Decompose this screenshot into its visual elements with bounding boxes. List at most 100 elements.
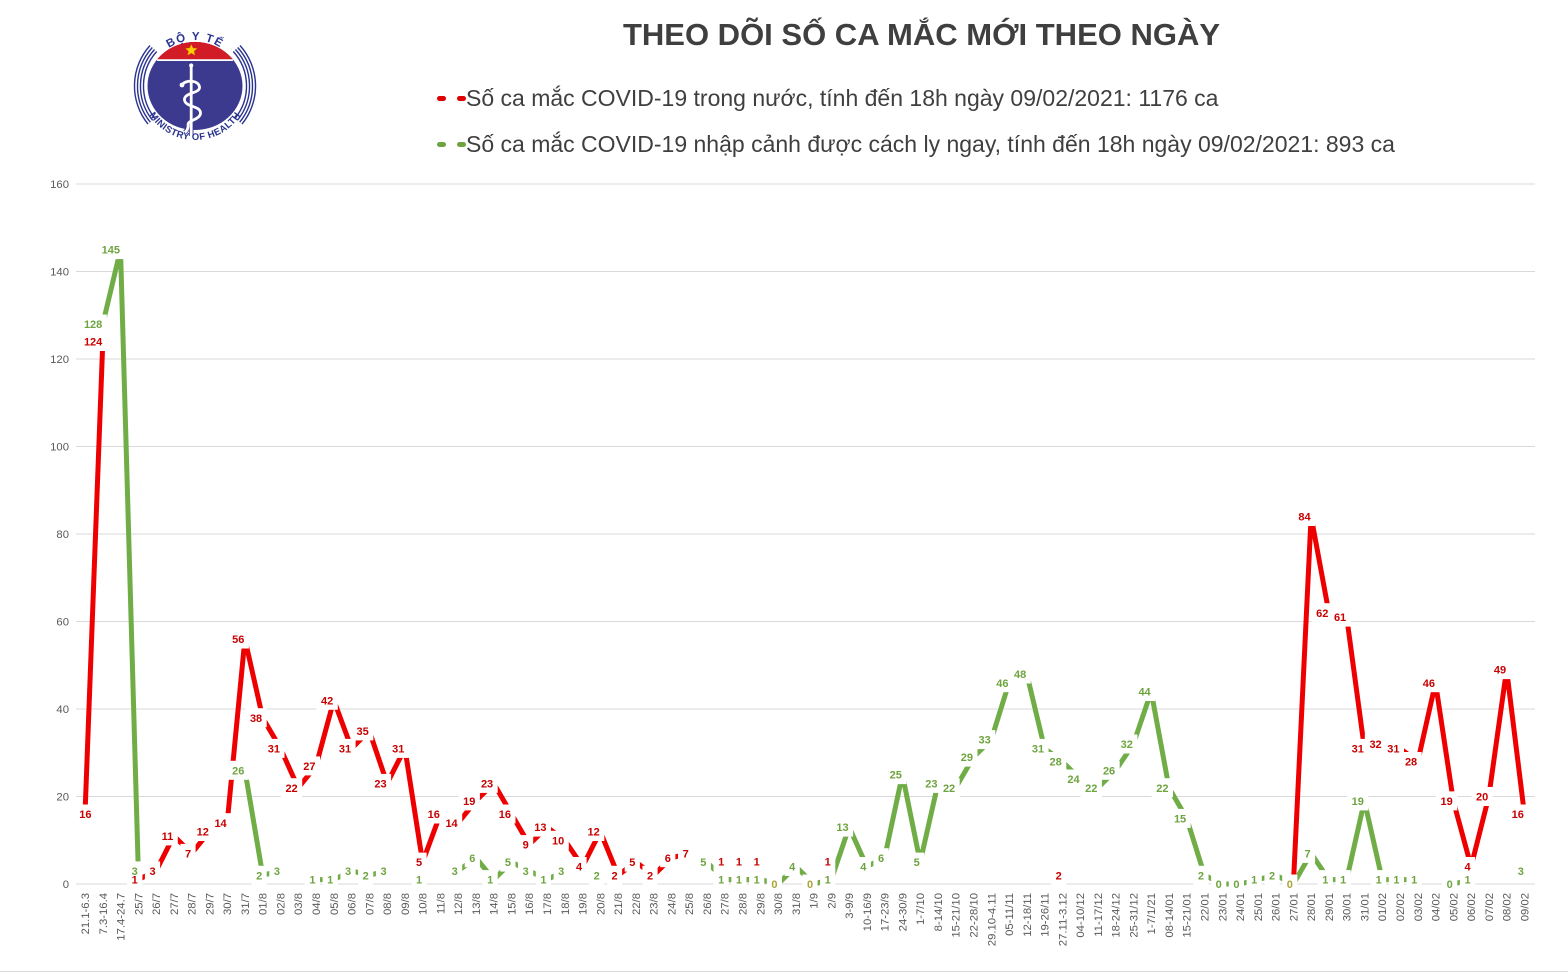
svg-text:44: 44: [1138, 687, 1151, 699]
svg-text:23: 23: [481, 779, 493, 791]
svg-text:29: 29: [961, 752, 973, 764]
svg-text:62: 62: [1316, 608, 1328, 620]
svg-text:32: 32: [1121, 739, 1133, 751]
svg-text:6: 6: [469, 853, 475, 865]
svg-text:28: 28: [1405, 757, 1417, 769]
svg-text:46: 46: [996, 678, 1008, 690]
svg-text:0: 0: [1216, 879, 1222, 891]
svg-text:1: 1: [1340, 875, 1346, 887]
svg-text:02/8: 02/8: [276, 893, 288, 915]
svg-text:1: 1: [327, 875, 333, 887]
svg-text:13: 13: [836, 822, 848, 834]
svg-text:29/01: 29/01: [1324, 893, 1336, 921]
svg-text:20: 20: [56, 792, 69, 804]
svg-text:27/01: 27/01: [1288, 893, 1300, 921]
svg-text:01/8: 01/8: [258, 893, 270, 915]
svg-text:31: 31: [392, 744, 404, 756]
svg-text:3: 3: [380, 866, 386, 878]
svg-text:14: 14: [214, 818, 227, 830]
svg-text:1: 1: [825, 875, 831, 887]
svg-text:22-28/10: 22-28/10: [969, 893, 981, 938]
svg-text:2: 2: [1198, 870, 1204, 882]
svg-text:31/01: 31/01: [1359, 893, 1371, 921]
svg-text:3: 3: [274, 866, 280, 878]
svg-text:3: 3: [558, 866, 564, 878]
svg-text:19/8: 19/8: [578, 893, 590, 915]
svg-text:40: 40: [56, 704, 69, 716]
svg-text:3: 3: [149, 866, 155, 878]
svg-text:7: 7: [1304, 849, 1310, 861]
svg-text:11-17/12: 11-17/12: [1093, 893, 1105, 937]
svg-text:7: 7: [683, 849, 689, 861]
svg-text:1-7/1/21: 1-7/1/21: [1146, 893, 1158, 934]
svg-text:5: 5: [914, 857, 920, 869]
svg-text:124: 124: [84, 337, 103, 349]
svg-text:56: 56: [232, 634, 244, 646]
svg-text:19: 19: [463, 796, 475, 808]
svg-text:17/8: 17/8: [542, 893, 554, 915]
svg-text:8-14/10: 8-14/10: [933, 893, 945, 931]
svg-text:24/01: 24/01: [1235, 893, 1247, 921]
svg-text:15-21/01: 15-21/01: [1182, 893, 1194, 938]
svg-text:20/8: 20/8: [595, 893, 607, 915]
svg-text:15-21/10: 15-21/10: [951, 893, 963, 938]
svg-text:19-26/11: 19-26/11: [1040, 893, 1052, 937]
svg-text:10-16/9: 10-16/9: [862, 893, 874, 931]
svg-text:29/8: 29/8: [755, 893, 767, 915]
svg-text:2: 2: [1269, 870, 1275, 882]
svg-text:3: 3: [345, 866, 351, 878]
svg-text:33: 33: [979, 735, 991, 747]
svg-text:27/7: 27/7: [169, 893, 181, 915]
svg-text:23: 23: [374, 779, 386, 791]
svg-text:04/02: 04/02: [1431, 893, 1443, 921]
svg-text:1/9: 1/9: [809, 893, 821, 909]
svg-text:4: 4: [860, 862, 867, 874]
svg-text:13/8: 13/8: [471, 893, 483, 915]
svg-text:22/01: 22/01: [1200, 893, 1212, 921]
svg-text:25: 25: [890, 770, 902, 782]
svg-text:1: 1: [1322, 875, 1328, 887]
svg-text:10: 10: [552, 835, 564, 847]
svg-text:3: 3: [523, 866, 529, 878]
svg-text:31: 31: [268, 744, 280, 756]
svg-text:25/8: 25/8: [684, 893, 696, 915]
svg-text:16: 16: [428, 809, 440, 821]
svg-text:28: 28: [1050, 757, 1062, 769]
svg-text:140: 140: [50, 267, 69, 279]
svg-text:10/8: 10/8: [418, 893, 430, 915]
svg-text:0: 0: [1233, 879, 1239, 891]
svg-text:128: 128: [84, 319, 102, 331]
svg-text:7: 7: [185, 849, 191, 861]
svg-text:23: 23: [925, 779, 937, 791]
svg-text:21.1-6.3: 21.1-6.3: [80, 893, 92, 934]
svg-text:16: 16: [499, 809, 511, 821]
svg-text:1: 1: [1376, 875, 1382, 887]
svg-text:9: 9: [523, 840, 529, 852]
svg-text:1: 1: [487, 875, 493, 887]
svg-text:28/8: 28/8: [738, 893, 750, 915]
svg-text:17-23/9: 17-23/9: [880, 893, 892, 931]
svg-text:0: 0: [1287, 879, 1293, 891]
svg-text:24-30/9: 24-30/9: [897, 893, 909, 931]
svg-text:0: 0: [1447, 879, 1453, 891]
svg-text:60: 60: [56, 617, 69, 629]
svg-text:120: 120: [50, 354, 69, 366]
svg-text:04-10/12: 04-10/12: [1075, 893, 1087, 938]
svg-text:42: 42: [321, 695, 333, 707]
svg-text:4: 4: [576, 862, 583, 874]
svg-text:03/8: 03/8: [293, 893, 305, 915]
svg-text:16: 16: [79, 809, 91, 821]
svg-text:3: 3: [132, 866, 138, 878]
svg-text:11/8: 11/8: [435, 893, 447, 914]
svg-text:2: 2: [647, 870, 653, 882]
svg-text:1: 1: [1411, 875, 1417, 887]
svg-text:5: 5: [700, 857, 706, 869]
svg-text:24: 24: [1067, 774, 1080, 786]
svg-text:31: 31: [339, 744, 351, 756]
svg-text:80: 80: [56, 529, 69, 541]
svg-text:05-11/11: 05-11/11: [1004, 893, 1016, 936]
svg-text:1: 1: [718, 875, 724, 887]
svg-text:29.10-4.11: 29.10-4.11: [986, 893, 998, 946]
svg-text:1: 1: [309, 875, 315, 887]
svg-text:2: 2: [363, 870, 369, 882]
